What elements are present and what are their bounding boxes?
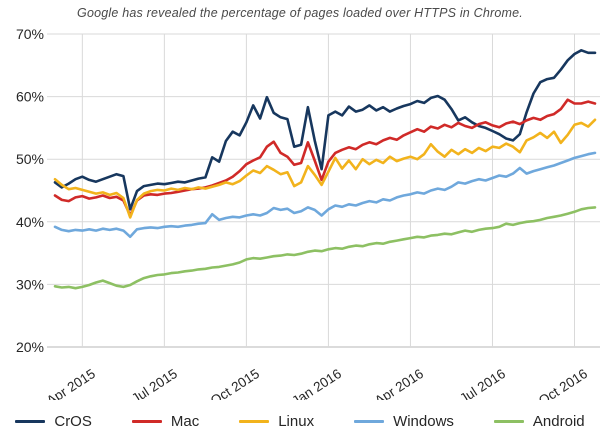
y-tick-label: 40% [16, 214, 44, 230]
series-line-android [53, 206, 597, 290]
legend-swatch-cros [15, 420, 46, 423]
x-tick-label: Apr 2015 [44, 366, 98, 400]
y-tick-label: 50% [16, 151, 44, 167]
legend-item-cros: CrOS [15, 413, 92, 430]
legend-swatch-mac [131, 420, 162, 423]
series-line-mac [53, 98, 597, 217]
x-tick-label: Apr 2016 [372, 366, 426, 400]
series-line-linux [53, 118, 597, 219]
legend-label-linux: Linux [278, 413, 315, 430]
legend-swatch-android [493, 420, 524, 423]
legend-item-mac: Mac [131, 413, 200, 430]
legend-item-linux: Linux [239, 413, 314, 430]
legend-item-windows: Windows [354, 413, 454, 430]
chart-legend: CrOS Mac Linux Windows Android [0, 413, 600, 430]
y-tick-label: 60% [16, 89, 44, 105]
legend-label-android: Android [532, 413, 585, 430]
series-line-cros [53, 48, 597, 211]
legend-label-mac: Mac [170, 413, 200, 430]
legend-swatch-linux [239, 420, 270, 423]
legend-item-android: Android [493, 413, 585, 430]
legend-label-cros: CrOS [54, 413, 92, 430]
x-tick-label: Oct 2016 [536, 366, 590, 400]
legend-label-windows: Windows [393, 413, 454, 430]
series-line-windows [53, 151, 597, 239]
x-tick-label: Jul 2016 [457, 366, 508, 400]
chart-title: Google has revealed the percentage of pa… [77, 6, 523, 20]
y-tick-label: 70% [16, 26, 44, 42]
legend-swatch-windows [354, 420, 385, 423]
y-tick-label: 30% [16, 276, 44, 292]
plot-area: 70% 60% 50% 40% 30% 20%Apr 2015 Jul 2015 Oct 20… [16, 26, 600, 400]
y-tick-label: 20% [16, 339, 44, 355]
x-tick-label: Oct 2015 [208, 366, 262, 400]
x-tick-label: Jul 2015 [129, 366, 180, 400]
x-tick-label: Jan 2016 [289, 366, 344, 400]
